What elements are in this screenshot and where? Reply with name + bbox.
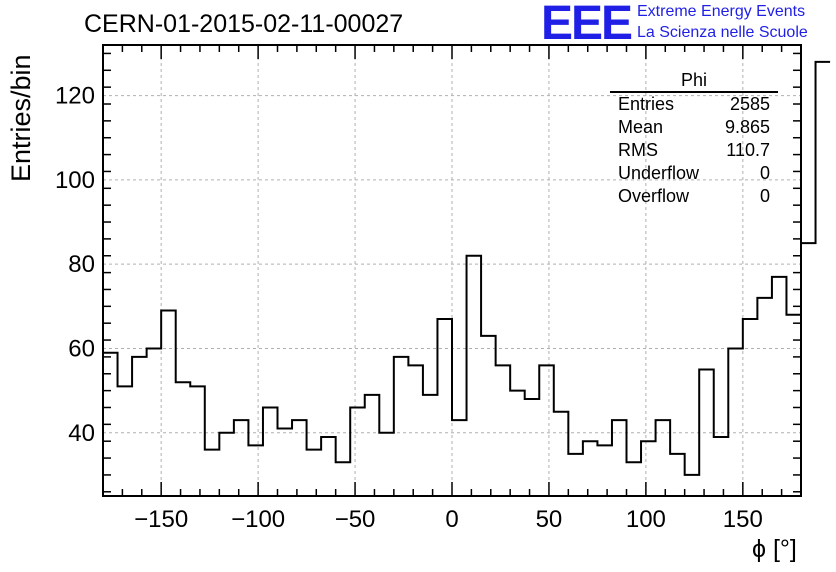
histogram-bin	[263, 407, 278, 496]
histogram-bin	[176, 382, 191, 496]
tick-labels: −150 −100 −50 0 50 100 150 40 60 80 100 120	[55, 83, 763, 533]
chart-title: CERN-01-2015-02-11-00027	[84, 10, 404, 38]
histogram-bin	[408, 365, 423, 496]
x-tick-label: 100	[626, 506, 666, 533]
histogram-bin	[539, 365, 554, 496]
histogram-bin	[481, 336, 496, 496]
stats-box-title: Phi	[610, 70, 778, 93]
histogram-bin	[685, 475, 700, 496]
x-tick-label: 50	[536, 506, 563, 533]
histogram-bin	[161, 311, 176, 496]
histogram-bin	[670, 454, 685, 496]
logo-text-line2: La Scienza nelle Scuole	[637, 24, 808, 41]
y-tick-label: 120	[55, 83, 95, 110]
histogram-bin	[816, 62, 831, 496]
histogram-bin	[190, 386, 205, 496]
stats-value: 0	[759, 186, 770, 206]
y-tick-label: 40	[68, 420, 95, 447]
x-tick-label: 0	[445, 506, 458, 533]
y-tick-label: 60	[68, 335, 95, 362]
stats-row-overflow: Overflow 0	[610, 185, 778, 208]
stats-label: Overflow	[618, 186, 690, 206]
histogram-bin	[583, 441, 598, 496]
histogram-bin	[627, 462, 642, 496]
histogram-bin	[350, 407, 365, 496]
histogram-bin	[772, 277, 787, 496]
histogram-bin	[147, 348, 162, 496]
histogram-bin	[336, 462, 351, 496]
histogram-bin	[568, 454, 583, 496]
histogram-bin	[452, 420, 467, 496]
histogram-bin	[118, 386, 133, 496]
histogram-bin	[467, 256, 482, 496]
histogram-bin	[278, 429, 293, 496]
y-tick-label: 100	[55, 167, 95, 194]
stats-box: Phi Entries 2585 Mean 9.865 RMS 110.7 Un…	[610, 70, 778, 208]
histogram-bin	[219, 433, 234, 496]
axis-ticks	[102, 45, 802, 496]
histogram-bin	[132, 357, 147, 496]
stats-value: 0	[759, 163, 770, 183]
stats-row-mean: Mean 9.865	[610, 116, 778, 139]
histogram-bin	[234, 420, 249, 496]
histogram-bin	[510, 391, 525, 496]
stats-label: Mean	[618, 117, 664, 137]
histogram-bin	[743, 319, 758, 496]
stats-label: Underflow	[618, 163, 700, 183]
stats-label: RMS	[618, 140, 658, 160]
histogram-bin	[525, 399, 540, 496]
logo-text-line1: Extreme Energy Events	[637, 3, 806, 20]
stats-value: 9.865	[724, 117, 770, 137]
histogram-bin	[437, 319, 452, 496]
histogram-bin	[801, 243, 816, 496]
histogram-bin	[612, 420, 627, 496]
histogram-bin	[379, 433, 394, 496]
histogram-bin	[423, 395, 438, 496]
histogram-series	[103, 60, 831, 496]
histogram-bin	[292, 420, 307, 496]
histogram-bin	[757, 298, 772, 496]
stats-value: 2585	[729, 94, 770, 114]
x-axis-label: ϕ [°]	[752, 535, 797, 563]
histogram-bin	[321, 437, 336, 496]
histogram-bin	[554, 412, 569, 496]
stats-value: 110.7	[726, 140, 770, 160]
eee-logo: EEE	[541, 0, 633, 50]
histogram-bin	[656, 420, 671, 496]
histogram-bin	[394, 357, 409, 496]
stats-label: Entries	[618, 94, 675, 114]
histogram-line	[103, 60, 831, 476]
histogram-bin	[641, 441, 656, 496]
histogram-bin	[496, 365, 511, 496]
stats-row-rms: RMS 110.7	[610, 139, 778, 162]
histogram-bin	[786, 315, 801, 496]
histogram-bin	[728, 348, 743, 496]
histogram-bin	[205, 450, 220, 496]
x-tick-label: −100	[231, 506, 285, 533]
histogram-bin	[365, 395, 380, 496]
y-tick-label: 80	[68, 251, 95, 278]
stats-row-underflow: Underflow 0	[610, 162, 778, 185]
histogram-bin	[248, 445, 263, 496]
x-tick-label: 150	[723, 506, 763, 533]
histogram-bin	[597, 445, 612, 496]
histogram-bin	[307, 450, 322, 496]
x-tick-label: −50	[335, 506, 376, 533]
stats-row-entries: Entries 2585	[610, 93, 778, 116]
histogram-bin	[714, 437, 729, 496]
x-tick-label: −150	[134, 506, 188, 533]
